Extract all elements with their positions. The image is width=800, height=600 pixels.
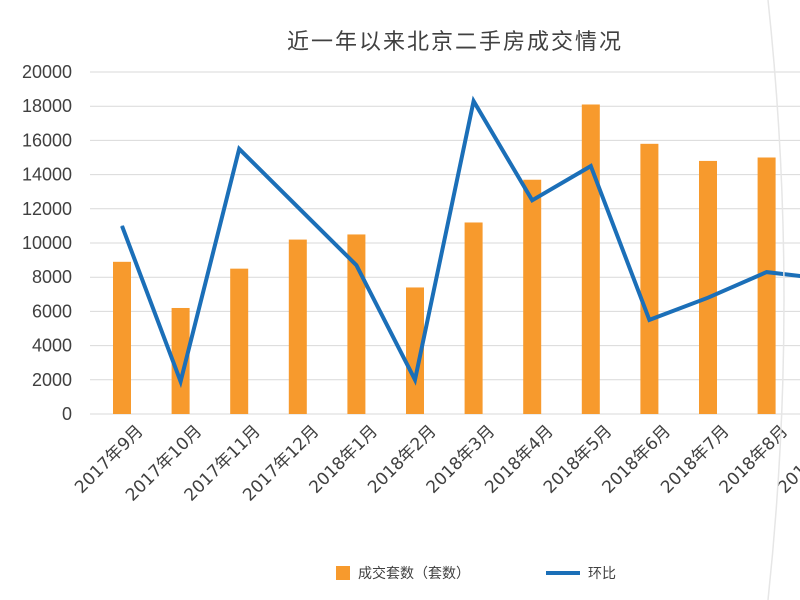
line-point <box>531 199 533 201</box>
y-tick-label: 6000 <box>32 301 72 321</box>
bar <box>757 157 776 414</box>
line-series <box>120 95 800 389</box>
line-point <box>238 148 240 150</box>
bar <box>699 160 717 414</box>
y-tick-label: 14000 <box>22 165 72 185</box>
bar <box>523 179 542 414</box>
bar <box>347 234 366 414</box>
y-axis-ticks: 0 2000 4000 6000 8000 10000 12000 14000 16000 180… <box>22 62 72 424</box>
y-tick-label: 4000 <box>32 336 72 356</box>
line-point <box>180 381 182 383</box>
y-tick-label: 2000 <box>32 370 72 390</box>
y-tick-label: 0 <box>62 404 72 424</box>
line-point <box>590 165 592 167</box>
chart-title: 近一年以来北京二手房成交情况 <box>287 30 623 55</box>
page-curve-decoration <box>767 0 785 600</box>
y-tick-label: 12000 <box>22 199 72 219</box>
line-point <box>648 319 650 321</box>
legend-swatch-bars <box>336 566 350 580</box>
line-point <box>707 297 709 299</box>
bar <box>464 222 483 414</box>
bar <box>171 307 190 414</box>
y-tick-label: 10000 <box>22 233 72 253</box>
bar <box>230 268 249 414</box>
line-point <box>355 264 357 266</box>
line-point <box>766 271 768 273</box>
x-axis-ticks: 2017年9月2017年10月2017年11月2017年12月2018年1月20… <box>71 421 800 505</box>
bar <box>581 104 600 415</box>
y-tick-label: 20000 <box>22 62 72 82</box>
line-series-path <box>120 95 800 389</box>
y-tick-label: 18000 <box>22 96 72 116</box>
bar <box>640 143 659 414</box>
bar <box>288 239 307 414</box>
line-point <box>121 225 123 227</box>
legend-label-bars: 成交套数（套数） <box>358 565 470 582</box>
bar <box>113 261 131 414</box>
y-tick-label: 8000 <box>32 267 72 287</box>
bar-series <box>113 104 776 415</box>
legend-label-line: 环比 <box>588 566 616 582</box>
line-point <box>473 100 475 102</box>
bar <box>406 287 424 414</box>
legend: 成交套数（套数） 环比 <box>336 565 616 582</box>
line-point <box>414 379 416 381</box>
line-point <box>297 206 299 208</box>
y-tick-label: 16000 <box>22 130 72 150</box>
